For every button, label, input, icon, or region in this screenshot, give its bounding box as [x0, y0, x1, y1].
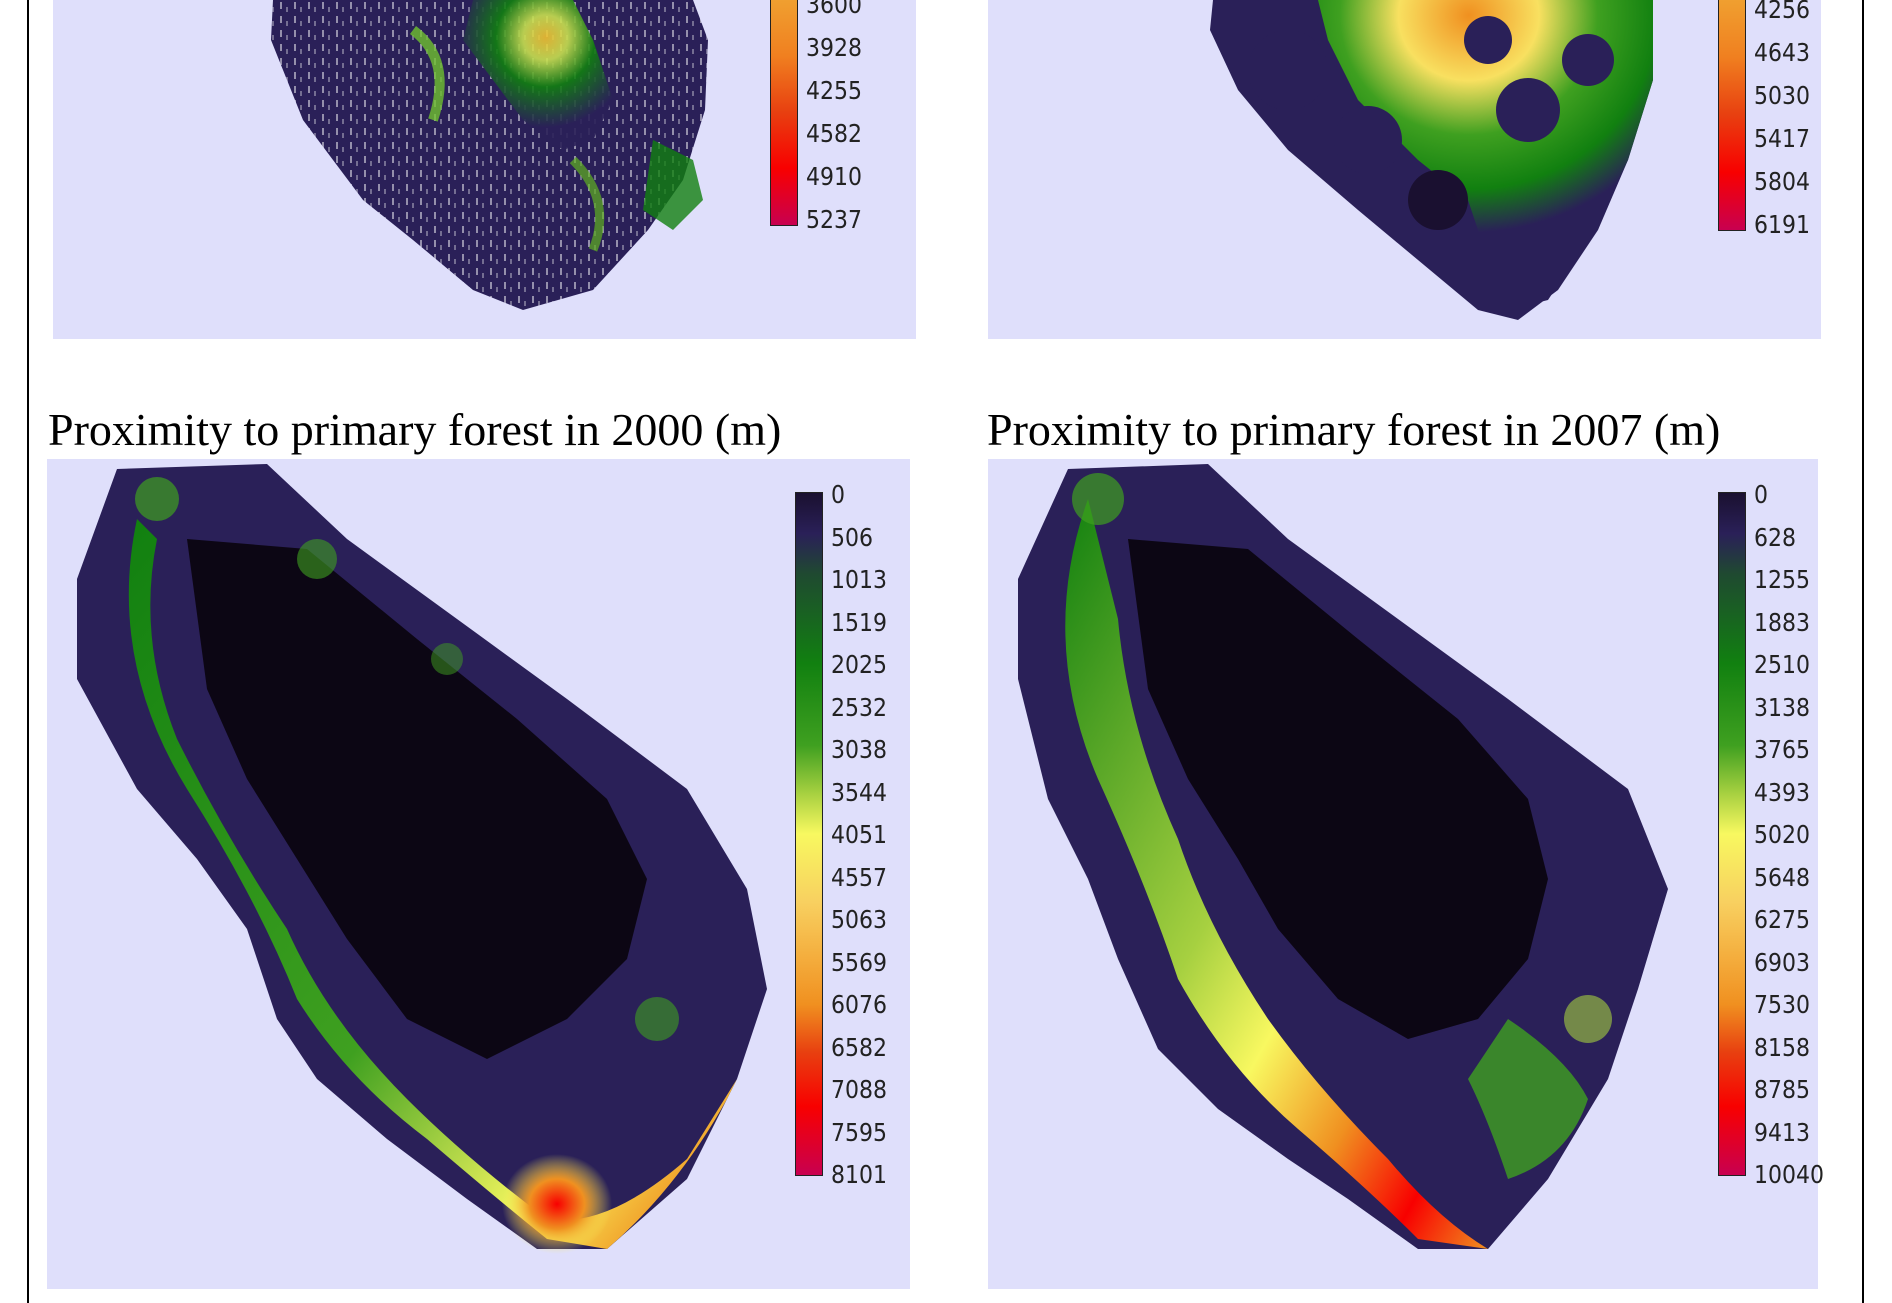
legend-2007: 0 628 1255 1883 2510 3138 3765 4393 5020 5648 6275… — [1718, 482, 1858, 1187]
legend-tick-label: 7530 — [1754, 990, 1810, 1019]
legend-tick-label: 4582 — [806, 119, 862, 148]
legend-tick-label: 7088 — [831, 1075, 887, 1104]
map-panel-top-right — [988, 0, 1821, 339]
color-bar-top-left — [770, 0, 798, 226]
map-image-top-left — [271, 0, 708, 310]
map-image-top-right — [1210, 0, 1653, 320]
legend-tick-label: 10040 — [1754, 1160, 1824, 1189]
legend-tick-label: 2025 — [831, 650, 887, 679]
legend-tick-label: 6582 — [831, 1032, 887, 1062]
legend-tick-label: 4910 — [806, 162, 862, 191]
legend-tick-label: 8785 — [1754, 1075, 1810, 1104]
legend-tick-label: 5417 — [1754, 124, 1810, 153]
map-title-2000: Proximity to primary forest in 2000 (m) — [48, 404, 782, 455]
frame-right-border — [1862, 0, 1864, 1303]
legend-tick-label: 1883 — [1754, 607, 1810, 637]
legend-tick-label: 5804 — [1754, 167, 1810, 196]
legend-tick-label: 6275 — [1754, 905, 1810, 934]
legend-tick-label: 5063 — [831, 905, 887, 934]
legend-tick-label: 7595 — [831, 1117, 887, 1147]
legend-tick-label: 5569 — [831, 947, 887, 977]
legend-tick-label: 1013 — [831, 565, 887, 594]
color-bar-2000 — [795, 492, 823, 1176]
map-image-2000 — [77, 464, 767, 1254]
legend-tick-label: 2532 — [831, 692, 887, 722]
legend-tick-label: 3038 — [831, 735, 887, 764]
legend-tick-label: 0 — [831, 480, 845, 509]
legend-tick-label: 9413 — [1754, 1117, 1810, 1147]
legend-tick-label: 0 — [1754, 480, 1768, 509]
legend-tick-label: 8101 — [831, 1160, 887, 1189]
legend-tick-label: 506 — [831, 522, 873, 552]
legend-tick-label: 5020 — [1754, 820, 1810, 849]
legend-tick-label: 4255 — [806, 76, 862, 105]
legend-tick-label: 3600 — [806, 0, 862, 19]
color-bar-2007 — [1718, 492, 1746, 1176]
legend-tick-label: 628 — [1754, 522, 1796, 552]
color-bar-top-right — [1718, 0, 1746, 231]
legend-top-right: 4256 4643 5030 5417 5804 6191 — [1718, 0, 1838, 239]
legend-tick-label: 8158 — [1754, 1032, 1810, 1062]
legend-tick-label: 4557 — [831, 862, 887, 892]
map-panel-2000 — [47, 459, 910, 1289]
legend-tick-label: 5030 — [1754, 81, 1810, 110]
legend-tick-label: 5648 — [1754, 862, 1810, 892]
legend-tick-label: 3765 — [1754, 735, 1810, 764]
map-title-2007: Proximity to primary forest in 2007 (m) — [987, 404, 1721, 455]
legend-tick-label: 4256 — [1754, 0, 1810, 24]
legend-tick-label: 5237 — [806, 205, 862, 234]
legend-tick-label: 4643 — [1754, 38, 1810, 67]
legend-tick-label: 1255 — [1754, 565, 1810, 594]
legend-tick-label: 3138 — [1754, 692, 1810, 722]
legend-top-left: 3600 3928 4255 4582 4910 5237 — [770, 0, 890, 234]
legend-tick-label: 3544 — [831, 777, 887, 807]
legend-tick-label: 1519 — [831, 607, 887, 637]
legend-tick-label: 6191 — [1754, 210, 1810, 239]
map-panel-2007 — [988, 459, 1818, 1289]
legend-tick-label: 2510 — [1754, 650, 1810, 679]
frame-left-border — [27, 0, 29, 1303]
map-image-2007 — [1018, 464, 1668, 1249]
legend-tick-label: 3928 — [806, 33, 862, 62]
legend-tick-label: 6903 — [1754, 947, 1810, 977]
legend-tick-label: 6076 — [831, 990, 887, 1019]
legend-tick-label: 4051 — [831, 820, 887, 849]
legend-tick-label: 4393 — [1754, 777, 1810, 807]
legend-2000: 0 506 1013 1519 2025 2532 3038 3544 4051 4557 5063… — [795, 482, 915, 1187]
